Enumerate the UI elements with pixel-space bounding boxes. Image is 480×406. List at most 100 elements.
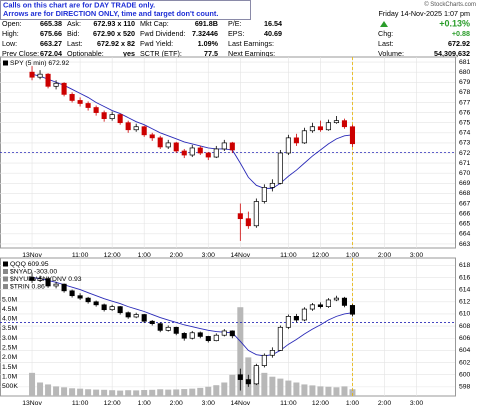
x-tick-label: 3:00	[410, 252, 423, 259]
notice-line: Arrows are for DIRECTION ONLY, time and …	[3, 9, 218, 18]
volume-bar	[221, 382, 228, 396]
candle-body	[61, 82, 67, 95]
field-value: 663.27	[40, 39, 62, 48]
x-tick-label: 12:00	[104, 400, 121, 406]
y-tick-label: 674	[459, 130, 471, 137]
field-label: Prev Close:	[2, 49, 39, 58]
volume-bar	[37, 382, 44, 396]
field-label: Last Earnings:	[228, 39, 274, 48]
candle-body	[261, 354, 267, 366]
volume-bar	[181, 389, 188, 396]
y-tick-label: 672	[459, 150, 471, 157]
x-tick-label: 12:00	[312, 400, 329, 406]
y-tick-label: 669	[459, 180, 471, 187]
moving-average	[31, 73, 353, 189]
y-tick-label: 616	[459, 274, 471, 281]
y-tick-label: 679	[459, 79, 471, 86]
field-value: 77.5	[204, 49, 218, 58]
legend-icon	[3, 269, 8, 274]
candle-body	[197, 147, 203, 154]
candle-body	[45, 278, 51, 287]
candle-body	[141, 126, 147, 136]
volume-bar	[125, 390, 132, 396]
candle-body	[349, 305, 356, 315]
y-tick-label: 676	[459, 109, 471, 116]
candle-body	[117, 306, 123, 314]
x-tick-label: 13Nov	[22, 400, 42, 406]
volume-bar	[165, 389, 172, 396]
x-tick-label: 14Nov	[230, 252, 250, 259]
legend-label: $TRIN 0.86	[10, 283, 45, 290]
field-value: 672.93 x 110	[93, 19, 135, 28]
legend-icon	[3, 284, 8, 289]
change-pct: +0.13%	[439, 18, 470, 28]
volume-bar	[325, 386, 332, 396]
volume-bar	[229, 374, 236, 396]
volume-bar	[157, 389, 164, 396]
y-tick-label: 610	[459, 311, 471, 318]
candle-body	[301, 130, 307, 144]
volume-bar	[133, 390, 140, 396]
y-tick-label: 668	[459, 190, 471, 197]
candle-body	[133, 314, 139, 318]
candle-body	[269, 182, 275, 188]
y-tick-label: 678	[459, 89, 471, 96]
up-arrow-icon	[380, 21, 388, 27]
candle-body	[301, 308, 307, 321]
candle-body	[109, 114, 115, 119]
volume-bar	[45, 384, 52, 396]
candle-body	[269, 350, 275, 356]
volume-bar	[317, 386, 324, 396]
candle-body	[285, 137, 291, 154]
volume-tick-label: 5.0M	[2, 296, 17, 303]
volume-tick-label: 1.0M	[2, 373, 17, 380]
volume-tick-label: 3.5M	[2, 325, 17, 332]
candle-body	[141, 314, 147, 322]
volume-bar	[293, 382, 300, 396]
x-tick-label: 13Nov	[22, 252, 42, 259]
y-tick-label: 673	[459, 140, 471, 147]
field-label: EPS:	[228, 29, 244, 38]
candle-body	[205, 336, 211, 342]
y-tick-label: 602	[459, 359, 471, 366]
field-value: 672.92	[448, 39, 470, 48]
x-tick-label: 14Nov	[230, 400, 250, 406]
field-value: 40.69	[264, 29, 282, 38]
volume-bar	[237, 307, 244, 396]
field-value: 675.66	[40, 29, 62, 38]
x-tick-label: 12:00	[312, 252, 329, 259]
candle-body	[181, 333, 187, 339]
volume-bar	[173, 389, 180, 396]
candle-body	[45, 73, 51, 87]
candle-body	[221, 330, 227, 336]
x-tick-label: 1:00	[138, 400, 151, 406]
field-label: Mkt Cap:	[140, 19, 169, 28]
candle-body	[93, 107, 99, 113]
volume-bar	[93, 389, 100, 396]
x-tick-label: 1:00	[346, 252, 359, 259]
volume-bar	[109, 390, 116, 396]
candle-body	[125, 312, 131, 318]
volume-tick-label: 3.0M	[2, 335, 17, 342]
candle-body	[173, 142, 179, 152]
candle-body	[253, 365, 259, 385]
candle-body	[125, 122, 131, 131]
candle-body	[277, 152, 283, 184]
volume-bar	[141, 390, 148, 396]
volume-bar	[101, 389, 108, 396]
legend-icon	[3, 60, 8, 66]
candle-body	[69, 290, 75, 297]
field-label: SCTR (ETF):	[140, 49, 182, 58]
candle-body	[261, 187, 267, 202]
volume-bar	[261, 372, 268, 396]
candle-body	[149, 134, 155, 139]
candle-body	[157, 323, 163, 331]
candle-body	[85, 297, 91, 303]
volume-bar	[309, 385, 316, 396]
copyright: © StockCharts.com	[424, 1, 476, 8]
x-tick-label: 2:00	[170, 400, 183, 406]
volume-bar	[149, 389, 156, 396]
field-value: 691.8B	[195, 19, 218, 28]
y-tick-label: 671	[459, 160, 471, 167]
quote-date: Friday 14-Nov-2025 1:07 pm	[379, 9, 471, 18]
